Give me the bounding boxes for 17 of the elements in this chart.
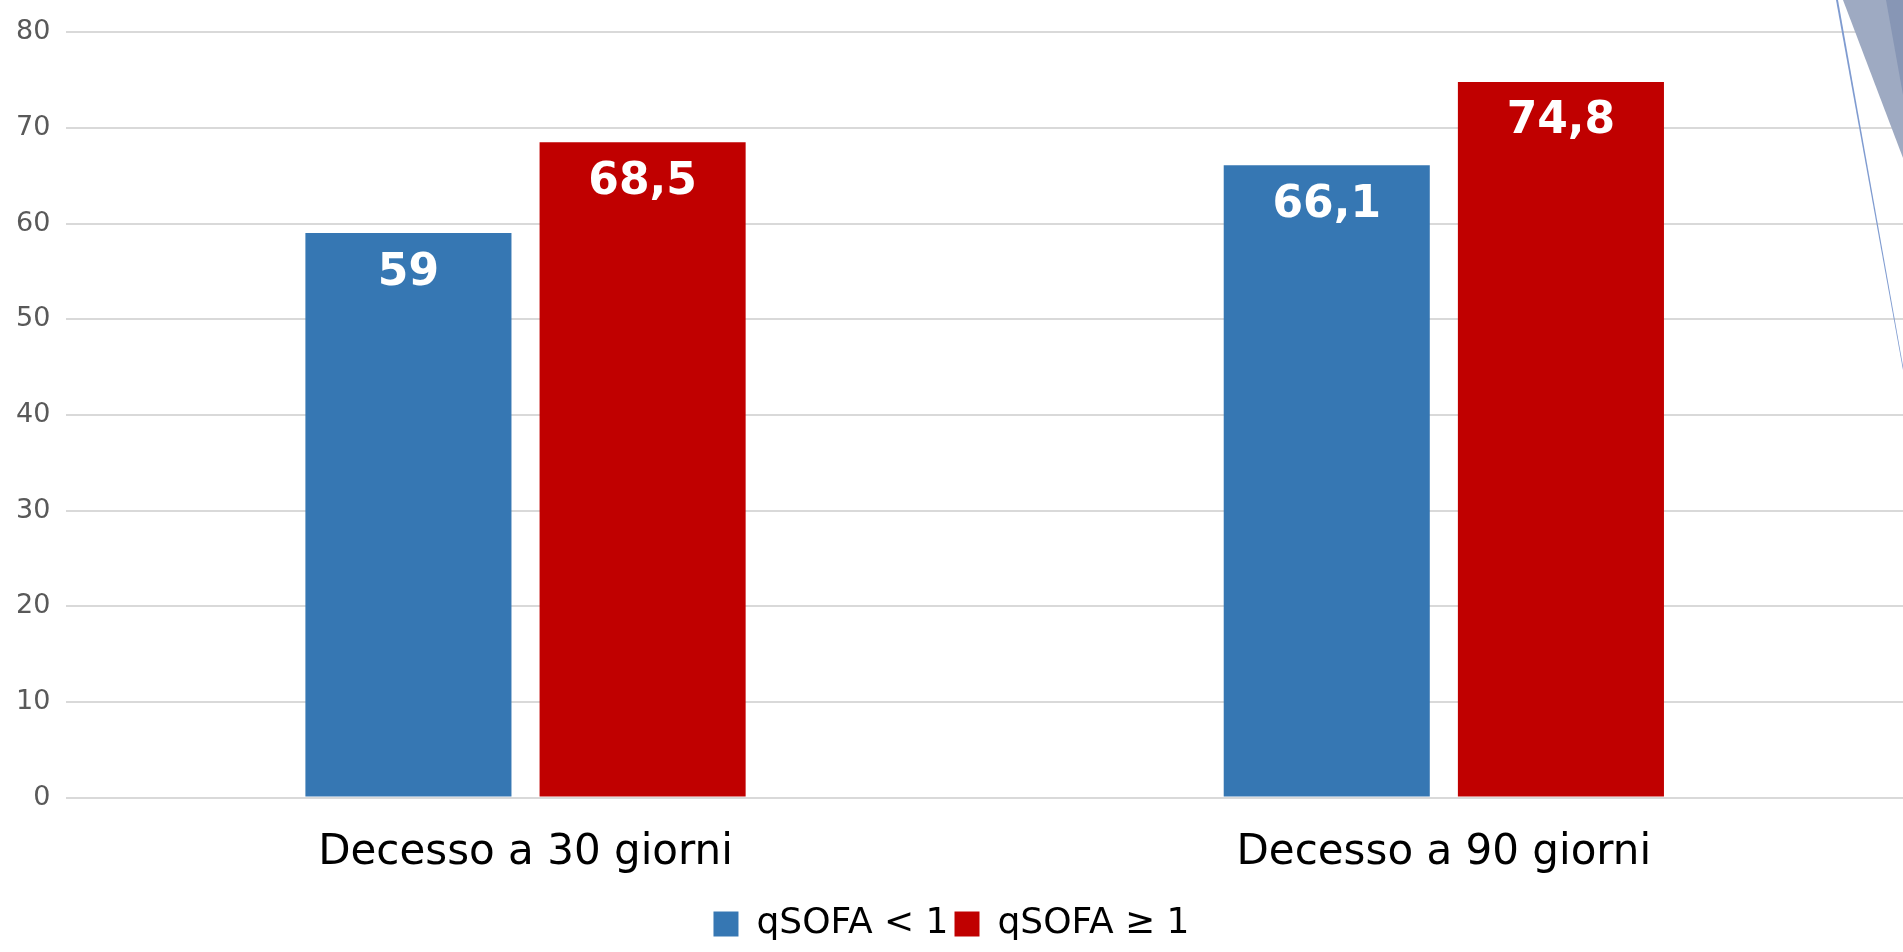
y-tick-label: 0 <box>33 779 51 811</box>
data-label: 74,8 <box>1506 92 1616 144</box>
x-tick-label: Decesso a 30 giorni <box>318 824 733 874</box>
y-tick-label: 30 <box>16 492 51 524</box>
y-tick-label: 50 <box>16 301 51 333</box>
data-label: 68,5 <box>588 152 697 204</box>
y-tick-label: 10 <box>16 683 51 715</box>
y-tick-label: 70 <box>16 109 51 141</box>
legend-label: qSOFA ≥ 1 <box>997 900 1190 942</box>
y-tick-label: 80 <box>16 14 51 46</box>
data-label: 59 <box>377 243 440 295</box>
legend-label: qSOFA < 1 <box>756 900 949 942</box>
y-tick-label: 40 <box>16 396 51 428</box>
x-tick-label: Decesso a 90 giorni <box>1236 824 1652 874</box>
y-tick-label: 20 <box>16 588 51 620</box>
y-tick-label: 60 <box>16 205 51 237</box>
data-label: 66,1 <box>1272 175 1382 227</box>
